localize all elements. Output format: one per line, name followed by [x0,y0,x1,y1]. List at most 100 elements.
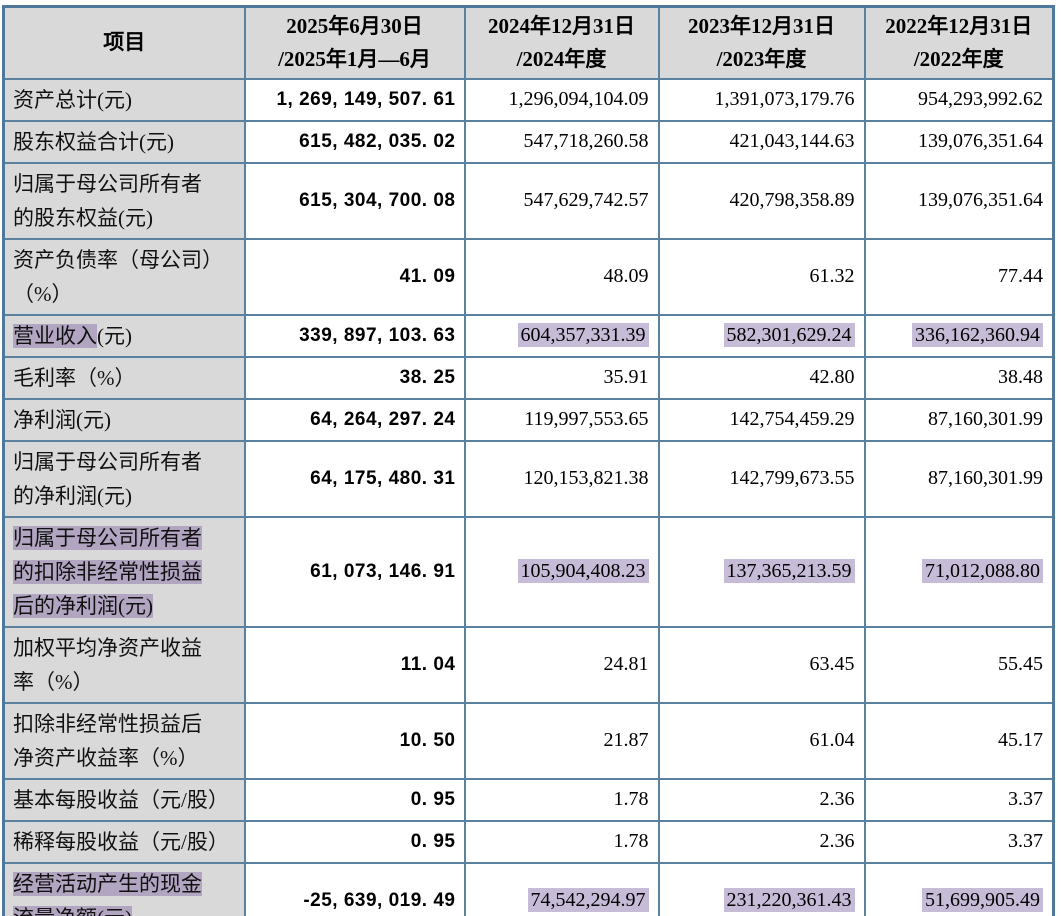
label-text: 加权平均净资产收益 [13,635,202,660]
value-cell-2025h1: 61, 073, 146. 91 [243,515,466,628]
header-line: 2023年12月31日 [688,14,835,39]
row-label: 归属于母公司所有者 的净利润(元) [2,439,246,518]
value-cell-2023: 142,754,459.29 [657,397,866,442]
row-label: 资产总计(元) [2,77,246,122]
row-label-line: 基本每股收益（元/股） [13,783,240,817]
label-text: 的净利润(元) [13,483,132,508]
header-line: /2024年度 [516,46,607,71]
row-label-line: 资产负债率（母公司） [13,243,240,277]
value-text: 139,076,351.64 [918,130,1043,153]
header-cell-period: 2024年12月31日/2024年度 [463,5,660,80]
value-text: 64, 264, 297. 24 [310,408,456,430]
label-text: 率（%） [13,669,94,694]
label-text: 扣除非经常性损益后 [13,711,202,736]
value-cell-2022: 954,293,992.62 [863,77,1055,122]
value-text: 1,296,094,104.09 [508,88,649,110]
row-label-line: 率（%） [13,665,240,699]
value-text: 142,799,673.55 [729,467,855,490]
row-label-line: 后的净利润(元) [13,589,240,623]
label-text: 稀释每股收益（元/股） [13,829,229,854]
row-label-line: 扣除非经常性损益后 [13,707,240,741]
row-label: 毛利率（%） [2,355,246,400]
value-cell-2024: 24.81 [463,625,660,704]
value-text: 120,153,821.38 [523,467,649,490]
value-text: 604,357,331.39 [517,323,649,348]
label-text: 基本每股收益（元/股） [13,787,229,812]
value-text: 137,365,213.59 [723,559,855,584]
header-cell-item: 项目 [2,5,246,80]
value-cell-2022: 55.45 [863,625,1055,704]
highlighted-label-text: 归属于母公司所有者 [13,525,202,550]
value-text: 21.87 [603,729,649,752]
value-cell-2022: 3.37 [863,777,1055,822]
table-row: 归属于母公司所有者 的净利润(元) 64, 175, 480. 31 120,153,… [2,439,1055,518]
value-text: 339, 897, 103. 63 [299,324,456,346]
row-label: 净利润(元) [2,397,246,442]
value-cell-2023: 421,043,144.63 [657,119,866,164]
value-text: 0. 95 [410,830,456,852]
row-label-line: 净资产收益率（%） [13,741,240,775]
value-cell-2023: 63.45 [657,625,866,704]
value-cell-2022: 77.44 [863,237,1055,316]
table-row: 归属于母公司所有者 的扣除非经常性损益 后的净利润(元) 61, 073, 146. … [2,515,1055,628]
label-text: 归属于母公司所有者 [13,171,202,196]
value-text: 119,997,553.65 [524,408,649,431]
value-text: 35.91 [603,366,649,389]
value-text: 2.36 [819,788,855,811]
table-row: 股东权益合计(元) 615, 482, 035. 02 547,718,260.58… [2,119,1055,164]
row-label-line: 流量净额(元) [13,901,240,916]
table-row: 资产总计(元) 1, 269, 149, 507. 61 1,296,094,104… [2,77,1055,122]
label-text: 资产负债率（母公司） [13,247,223,272]
value-text: 336,162,360.94 [912,323,1043,348]
value-cell-2022: 336,162,360.94 [863,313,1055,358]
value-cell-2023: 420,798,358.89 [657,161,866,240]
value-cell-2024: 35.91 [463,355,660,400]
value-text: 38. 25 [399,366,456,388]
value-text: 421,043,144.63 [729,130,855,153]
value-cell-2024: 105,904,408.23 [463,515,660,628]
label-text: 资产总计(元) [13,87,132,112]
value-cell-2022: 71,012,088.80 [863,515,1055,628]
value-text: -25, 639, 019. 49 [303,889,456,911]
row-label-line: 毛利率（%） [13,361,240,395]
row-label-line: 归属于母公司所有者 [13,445,240,479]
value-text: 87,160,301.99 [928,408,1043,431]
value-text: 74,542,294.97 [527,888,649,913]
header-cell-period: 2025年6月30日/2025年1月—6月 [243,5,466,80]
value-cell-2022: 139,076,351.64 [863,119,1055,164]
value-text: 2.36 [819,830,855,853]
header-cell-period: 2023年12月31日/2023年度 [657,5,866,80]
value-text: 55.45 [998,653,1043,676]
row-label: 基本每股收益（元/股） [2,777,246,822]
value-text: 71,012,088.80 [922,559,1043,584]
table-row: 毛利率（%） 38. 25 35.91 42.80 38.48 [2,355,1055,400]
label-text: 的股东权益(元) [13,205,153,230]
value-text: 42.80 [809,366,855,389]
row-label: 资产负债率（母公司） （%） [2,237,246,316]
table-row: 基本每股收益（元/股） 0. 95 1.78 2.36 3.37 [2,777,1055,822]
value-cell-2023: 2.36 [657,777,866,822]
row-label-line: 稀释每股收益（元/股） [13,825,240,859]
value-text: 61.32 [809,265,855,288]
row-label-line: 营业收入(元) [13,319,240,353]
value-text: 0. 95 [410,788,456,810]
value-text: 61, 073, 146. 91 [310,560,456,582]
value-text: 64, 175, 480. 31 [310,467,456,489]
table-row: 经营活动产生的现金流量净额(元) -25, 639, 019. 49 74,542,… [2,861,1055,916]
value-cell-2022: 87,160,301.99 [863,439,1055,518]
label-text: 归属于母公司所有者 [13,449,202,474]
value-cell-2024: 1.78 [463,819,660,864]
value-text: 63.45 [809,653,855,676]
value-cell-2024: 21.87 [463,701,660,780]
value-text: 3.37 [1008,830,1043,853]
header-line: 2025年6月30日 [286,14,423,39]
value-text: 10. 50 [399,729,456,751]
value-cell-2023: 142,799,673.55 [657,439,866,518]
value-cell-2025h1: 0. 95 [243,777,466,822]
value-text: 77.44 [998,265,1043,288]
value-cell-2023: 137,365,213.59 [657,515,866,628]
highlighted-label-text: 流量净额(元) [13,905,132,916]
value-cell-2023: 61.32 [657,237,866,316]
value-text: 142,754,459.29 [729,408,855,431]
